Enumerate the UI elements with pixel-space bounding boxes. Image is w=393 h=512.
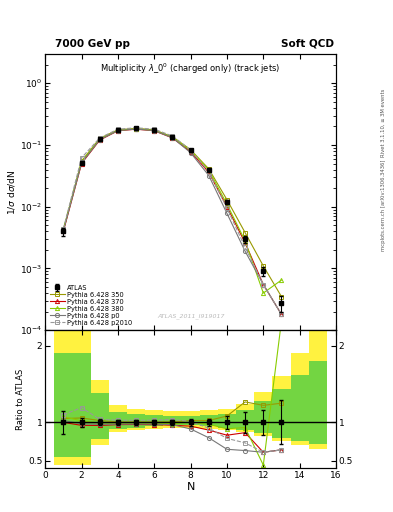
Pythia 6.428 370 bbox=[170, 135, 175, 141]
Pythia 6.428 380 bbox=[243, 238, 248, 244]
Pythia 6.428 p0 bbox=[61, 227, 66, 233]
Pythia 6.428 350 bbox=[79, 158, 84, 164]
Line: Pythia 6.428 380: Pythia 6.428 380 bbox=[61, 126, 284, 295]
Pythia 6.428 380 bbox=[61, 226, 66, 232]
Text: Soft QCD: Soft QCD bbox=[281, 38, 334, 49]
Pythia 6.428 p2010 bbox=[188, 147, 193, 153]
Pythia 6.428 p0 bbox=[279, 311, 284, 317]
Pythia 6.428 p0 bbox=[170, 135, 175, 141]
Pythia 6.428 350 bbox=[61, 227, 66, 233]
Pythia 6.428 380 bbox=[225, 201, 230, 207]
Pythia 6.428 p0 bbox=[97, 137, 102, 143]
Pythia 6.428 350 bbox=[152, 127, 156, 133]
Pythia 6.428 p2010 bbox=[170, 133, 175, 139]
Pythia 6.428 350 bbox=[188, 146, 193, 153]
Text: 7000 GeV pp: 7000 GeV pp bbox=[55, 38, 130, 49]
Pythia 6.428 p2010 bbox=[79, 155, 84, 161]
Text: mcplots.cern.ch [arXiv:1306.3436]: mcplots.cern.ch [arXiv:1306.3436] bbox=[381, 159, 386, 250]
Pythia 6.428 p0 bbox=[225, 210, 230, 217]
Line: Pythia 6.428 350: Pythia 6.428 350 bbox=[61, 126, 284, 298]
Pythia 6.428 p0 bbox=[206, 173, 211, 179]
Pythia 6.428 380 bbox=[170, 134, 175, 140]
Pythia 6.428 p0 bbox=[261, 282, 266, 288]
Pythia 6.428 370 bbox=[97, 137, 102, 143]
Y-axis label: Ratio to ATLAS: Ratio to ATLAS bbox=[16, 369, 25, 430]
Pythia 6.428 p0 bbox=[116, 127, 120, 134]
Pythia 6.428 p2010 bbox=[243, 244, 248, 250]
Pythia 6.428 380 bbox=[97, 136, 102, 142]
Text: Rivet 3.1.10, ≥ 3M events: Rivet 3.1.10, ≥ 3M events bbox=[381, 89, 386, 157]
Pythia 6.428 370 bbox=[279, 311, 284, 317]
Line: Pythia 6.428 p0: Pythia 6.428 p0 bbox=[61, 127, 284, 316]
Pythia 6.428 380 bbox=[134, 126, 138, 132]
Pythia 6.428 370 bbox=[206, 169, 211, 176]
Pythia 6.428 p2010 bbox=[152, 126, 156, 132]
Pythia 6.428 370 bbox=[116, 127, 120, 134]
Pythia 6.428 370 bbox=[134, 126, 138, 132]
Pythia 6.428 p2010 bbox=[225, 205, 230, 211]
Pythia 6.428 350 bbox=[261, 263, 266, 269]
Text: ATLAS_2011_I919017: ATLAS_2011_I919017 bbox=[157, 313, 224, 319]
Pythia 6.428 p0 bbox=[134, 126, 138, 132]
Pythia 6.428 380 bbox=[79, 159, 84, 165]
Pythia 6.428 370 bbox=[225, 204, 230, 210]
Pythia 6.428 380 bbox=[206, 167, 211, 173]
Pythia 6.428 370 bbox=[79, 160, 84, 166]
Line: Pythia 6.428 p2010: Pythia 6.428 p2010 bbox=[61, 125, 284, 316]
Pythia 6.428 p2010 bbox=[97, 135, 102, 141]
Pythia 6.428 p2010 bbox=[261, 282, 266, 288]
Pythia 6.428 p0 bbox=[152, 127, 156, 134]
Pythia 6.428 p2010 bbox=[206, 168, 211, 175]
X-axis label: N: N bbox=[186, 482, 195, 492]
Pythia 6.428 350 bbox=[116, 127, 120, 133]
Y-axis label: 1/$\sigma$ d$\sigma$/dN: 1/$\sigma$ d$\sigma$/dN bbox=[6, 169, 17, 215]
Pythia 6.428 370 bbox=[152, 127, 156, 134]
Pythia 6.428 370 bbox=[188, 148, 193, 155]
Pythia 6.428 370 bbox=[61, 228, 66, 234]
Pythia 6.428 350 bbox=[279, 293, 284, 300]
Text: Multiplicity $\lambda$_0$^0$ (charged only) (track jets): Multiplicity $\lambda$_0$^0$ (charged on… bbox=[101, 62, 281, 76]
Pythia 6.428 380 bbox=[279, 277, 284, 283]
Pythia 6.428 350 bbox=[170, 134, 175, 140]
Pythia 6.428 p0 bbox=[188, 150, 193, 156]
Pythia 6.428 380 bbox=[152, 127, 156, 133]
Pythia 6.428 380 bbox=[188, 147, 193, 154]
Line: Pythia 6.428 370: Pythia 6.428 370 bbox=[61, 127, 284, 316]
Pythia 6.428 p2010 bbox=[279, 311, 284, 317]
Pythia 6.428 p0 bbox=[79, 160, 84, 166]
Pythia 6.428 350 bbox=[206, 166, 211, 172]
Pythia 6.428 370 bbox=[243, 240, 248, 246]
Pythia 6.428 p2010 bbox=[61, 226, 66, 232]
Legend: ATLAS, Pythia 6.428 350, Pythia 6.428 370, Pythia 6.428 380, Pythia 6.428 p0, Py: ATLAS, Pythia 6.428 350, Pythia 6.428 37… bbox=[48, 283, 134, 327]
Pythia 6.428 350 bbox=[97, 135, 102, 141]
Pythia 6.428 380 bbox=[261, 290, 266, 296]
Pythia 6.428 350 bbox=[225, 197, 230, 203]
Pythia 6.428 p2010 bbox=[116, 126, 120, 132]
Pythia 6.428 350 bbox=[243, 229, 248, 236]
Pythia 6.428 350 bbox=[134, 125, 138, 132]
Pythia 6.428 p2010 bbox=[134, 125, 138, 131]
Pythia 6.428 380 bbox=[116, 127, 120, 133]
Pythia 6.428 p0 bbox=[243, 248, 248, 254]
Pythia 6.428 370 bbox=[261, 282, 266, 288]
